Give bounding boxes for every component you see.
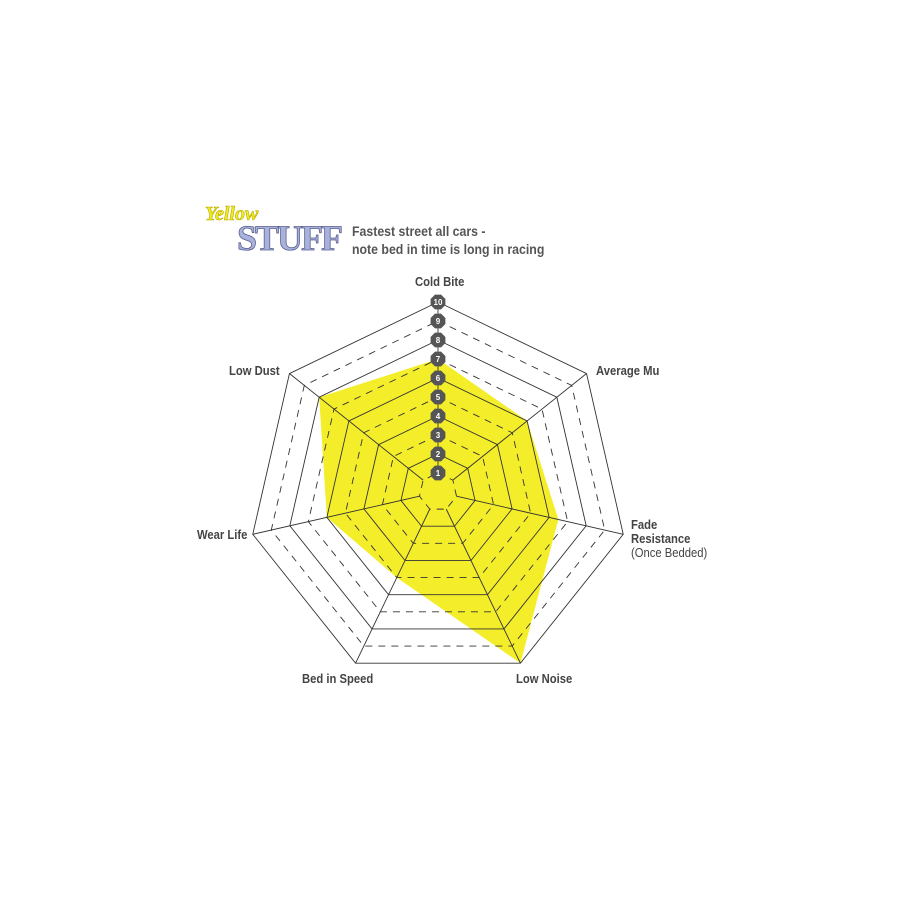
scale-tick-label: 8: [436, 336, 441, 345]
axis-label: Average Mu: [596, 364, 660, 378]
grid-ring-3: [381, 434, 495, 544]
axis-sublabel: (Once Bedded): [631, 546, 708, 560]
axis-label: Low Noise: [516, 672, 573, 686]
logo-yellow: Yellow: [205, 203, 259, 226]
grid-ring-10: [252, 301, 624, 664]
scale-badge: [430, 351, 446, 367]
axis-label: Low Dust: [229, 364, 280, 378]
grid-ring-9: [270, 320, 606, 647]
axis-spoke: [456, 495, 624, 535]
axis-spoke: [355, 508, 431, 664]
scale-tick-label: 4: [436, 412, 441, 421]
scale-tick-label: 3: [436, 431, 441, 440]
chart-title: Fastest street all cars - note bed in ti…: [352, 222, 544, 258]
title-line-1: Fastest street all cars -: [352, 223, 486, 239]
yellow-stuff-logo: Yellow STUFF: [205, 203, 344, 265]
axis-label: Fade Resistance (Once Bedded): [631, 518, 708, 560]
scale-badge: [430, 332, 446, 348]
scale-badge: [430, 294, 446, 310]
axis-label: Wear Life: [197, 528, 248, 542]
grid-ring-4: [363, 415, 513, 561]
axis-spoke: [252, 495, 420, 535]
scale-badge: [430, 465, 446, 481]
grid-ring-8: [289, 339, 587, 630]
grid-ring-7: [307, 358, 569, 613]
scale-tick-label: 10: [434, 298, 443, 307]
scale-badge: [430, 427, 446, 443]
axis-spoke: [445, 508, 521, 664]
scale-tick-label: 5: [436, 393, 441, 402]
axis-spoke: [289, 373, 424, 481]
title-line-2: note bed in time is long in racing: [352, 241, 545, 257]
axis-label: Cold Bite: [415, 275, 465, 289]
data-polygon: [319, 359, 559, 664]
scale-tick-label: 6: [436, 374, 441, 383]
scale-tick-label: 2: [436, 450, 441, 459]
scale-badge: [430, 408, 446, 424]
scale-tick-label: 7: [436, 355, 441, 364]
logo-stuff: STUFF: [237, 218, 344, 259]
axis-label: Bed in Speed: [302, 672, 374, 686]
scale-tick-label: 9: [436, 317, 441, 326]
scale-badge: [430, 446, 446, 462]
scale-badge: [430, 313, 446, 329]
grid-ring-2: [400, 453, 476, 527]
scale-badge: [430, 370, 446, 386]
scale-tick-label: 1: [436, 469, 441, 478]
grid-ring-6: [326, 377, 550, 596]
axis-spoke: [452, 373, 587, 481]
grid-ring-5: [344, 396, 532, 579]
grid-ring-1: [418, 472, 458, 510]
scale-badge: [430, 389, 446, 405]
